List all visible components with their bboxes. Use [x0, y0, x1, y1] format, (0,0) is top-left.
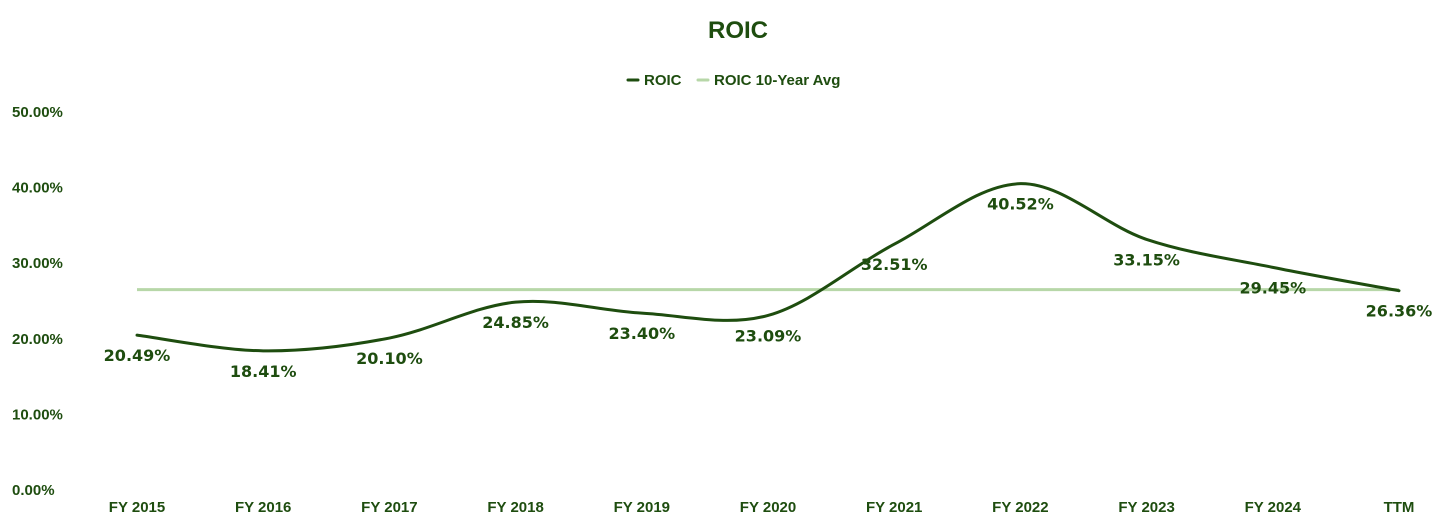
data-label: 20.49%	[104, 346, 171, 365]
legend-item-roic[interactable]: ROIC	[626, 72, 682, 89]
x-tick-label: FY 2017	[361, 499, 417, 516]
chart-title: ROIC	[708, 17, 768, 44]
data-label: 29.45%	[1239, 278, 1306, 297]
x-tick-label: FY 2023	[1118, 499, 1174, 516]
series-roic	[135, 182, 1401, 353]
legend-label-roic: ROIC	[644, 72, 682, 89]
legend-label-roic-avg: ROIC 10-Year Avg	[714, 72, 840, 89]
x-tick-label: FY 2024	[1245, 499, 1302, 516]
legend: ROIC ROIC 10-Year Avg	[626, 72, 840, 89]
y-tick-label: 0.00%	[12, 482, 55, 499]
data-label: 20.10%	[356, 349, 423, 368]
x-tick-label: FY 2015	[109, 499, 165, 516]
data-label: 18.41%	[230, 362, 297, 381]
y-axis: 0.00% 10.00% 20.00% 30.00% 40.00% 50.00%	[12, 104, 63, 499]
y-tick-label: 40.00%	[12, 180, 63, 197]
y-tick-label: 10.00%	[12, 406, 63, 423]
y-tick-label: 50.00%	[12, 104, 63, 121]
x-tick-label: FY 2021	[866, 499, 922, 516]
legend-item-roic-avg[interactable]: ROIC 10-Year Avg	[696, 72, 840, 89]
x-tick-label: TTM	[1384, 499, 1415, 516]
x-tick-label: FY 2016	[235, 499, 291, 516]
data-label: 24.85%	[482, 313, 549, 332]
x-tick-label: FY 2019	[614, 499, 670, 516]
data-label: 26.36%	[1366, 302, 1433, 321]
x-tick-label: FY 2022	[992, 499, 1048, 516]
data-label: 23.40%	[608, 324, 675, 343]
x-tick-label: FY 2018	[487, 499, 543, 516]
data-label: 40.52%	[987, 195, 1054, 214]
line-roic	[135, 182, 1401, 353]
y-tick-label: 30.00%	[12, 255, 63, 272]
y-tick-label: 20.00%	[12, 331, 63, 348]
x-axis: FY 2015 FY 2016 FY 2017 FY 2018 FY 2019 FY 20…	[109, 499, 1415, 516]
data-label: 33.15%	[1113, 250, 1180, 269]
data-label: 32.51%	[861, 255, 928, 274]
data-label: 23.09%	[735, 326, 802, 345]
data-labels: 20.49% 18.41% 20.10% 24.85% 23.40% 23.09% 32.5…	[104, 195, 1433, 381]
x-tick-label: FY 2020	[740, 499, 796, 516]
